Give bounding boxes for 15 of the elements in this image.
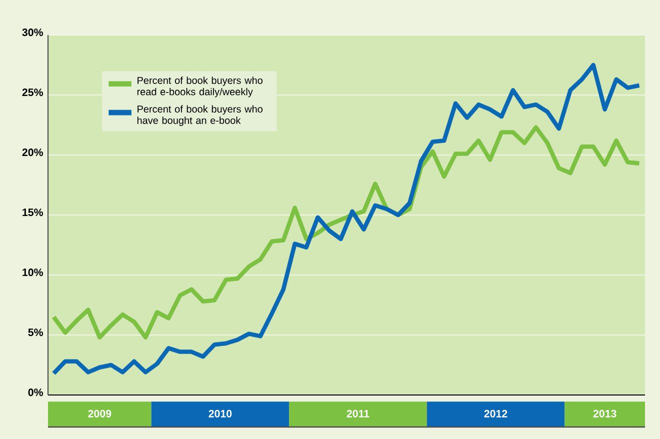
legend-label: Percent of book buyers who have bought an e-book	[137, 105, 263, 126]
y-tick-label: 0%	[28, 388, 44, 396]
x-tick-label: 2013	[593, 410, 616, 418]
legend-label: Percent of book buyers who read e-books daily/weekly	[137, 76, 263, 98]
y-tick-label: 5%	[28, 328, 44, 336]
y-tick-label: 30%	[22, 28, 43, 36]
line-series	[52, 62, 642, 376]
x-tick-label: 2010	[208, 410, 232, 418]
x-tick-label: 2011	[346, 410, 370, 418]
y-tick-label: 20%	[22, 148, 43, 156]
x-tick-label: 2012	[484, 410, 508, 418]
x-tick-label: 2009	[88, 410, 112, 418]
y-tick-label: 10%	[22, 268, 43, 276]
y-tick-label: 15%	[22, 208, 43, 216]
y-tick-label: 25%	[22, 88, 43, 96]
